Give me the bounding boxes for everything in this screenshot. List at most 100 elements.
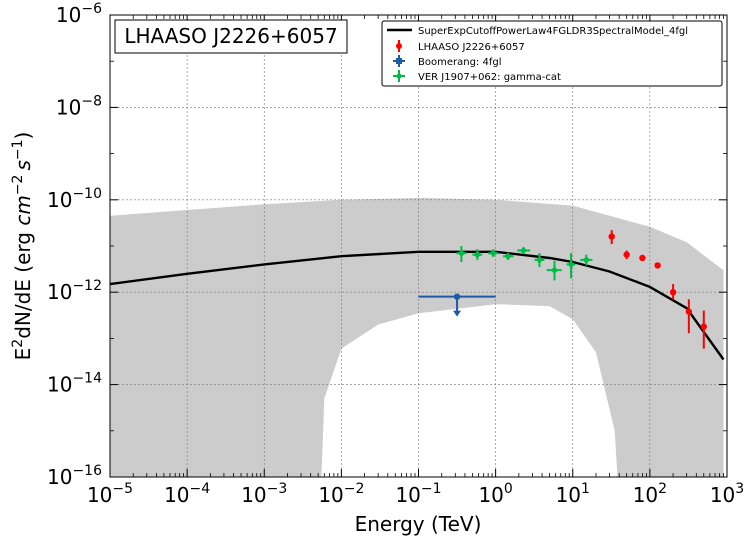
lhaaso-point [700, 310, 707, 349]
veritas-marker [535, 255, 543, 264]
legend-entry-model: SuperExpCutoffPowerLaw4FGLDR3SpectralMod… [387, 26, 688, 37]
veritas-marker [504, 252, 512, 261]
x-tick-label-exponent: 3 [735, 481, 744, 497]
x-tick-labels: 10−5 10−4 10−3 10−2 10−1 100 101 102 103 [87, 481, 744, 507]
x-tick-label: 10−4 [164, 481, 210, 507]
legend-entry-veritas: VER J1907+062: gamma-cat [393, 70, 561, 83]
lhaaso-marker [685, 308, 693, 315]
y-tick-label: 10−8 [56, 93, 102, 119]
x-tick-label-exponent: −2 [344, 481, 365, 497]
y-tick-label-exponent: −8 [81, 93, 102, 109]
y-tick-label-exponent: −16 [72, 463, 102, 479]
y-tick-label-base: 10 [47, 373, 72, 397]
y-tick-label-base: 10 [56, 3, 81, 27]
legend-label-lhaaso: LHAASO J2226+6057 [418, 42, 525, 53]
legend-swatch-lhaaso-marker [396, 43, 402, 49]
veritas-marker [567, 260, 575, 269]
title-box-frame [114, 19, 348, 54]
plot-area [109, 14, 728, 478]
chart-title: LHAASO J2226+6057 [124, 24, 337, 48]
y-axis-title-s: s [11, 160, 35, 170]
y-axis-title-s-sup: −1 [10, 139, 26, 160]
x-tick-label-base: 10 [241, 483, 266, 507]
lhaaso-marker [669, 289, 677, 296]
x-tick-label: 10−3 [241, 481, 287, 507]
veritas-point [472, 249, 483, 260]
legend-label-veritas: VER J1907+062: gamma-cat [418, 72, 561, 83]
x-tick-label-base: 10 [556, 483, 581, 507]
x-tick-label-exponent: 1 [581, 481, 590, 497]
title-box: LHAASO J2226+6057 [114, 19, 348, 54]
y-axis-title-mid: dN/dE (erg [11, 226, 35, 339]
x-tick-label: 100 [478, 481, 512, 507]
lhaaso-point [623, 250, 630, 260]
x-axis-title: Energy (TeV) [355, 512, 482, 536]
legend-label-model: SuperExpCutoffPowerLaw4FGLDR3SpectralMod… [418, 26, 688, 37]
y-tick-label-base: 10 [47, 280, 72, 304]
legend: SuperExpCutoffPowerLaw4FGLDR3SpectralMod… [381, 20, 723, 87]
x-tick-label-exponent: −4 [190, 481, 211, 497]
y-tick-label: 10−12 [47, 278, 102, 304]
y-axis-title-post: ) [11, 132, 35, 140]
veritas-marker [473, 250, 481, 259]
veritas-marker [551, 266, 559, 275]
x-tick-label: 10−1 [395, 481, 441, 507]
veritas-marker [582, 255, 590, 264]
veritas-marker [489, 249, 497, 258]
x-tick-label-exponent: −3 [267, 481, 288, 497]
legend-entry-boomerang: Boomerang: 4fgl [393, 55, 501, 68]
veritas-point [566, 253, 576, 279]
x-tick-label-base: 10 [395, 483, 420, 507]
x-tick-label-exponent: −1 [421, 481, 442, 497]
lhaaso-point [639, 254, 646, 262]
legend-swatch-boomerang-marker [396, 58, 402, 64]
legend-label-boomerang: Boomerang: 4fgl [418, 57, 501, 68]
y-tick-label: 10−14 [47, 371, 102, 397]
y-tick-label-base: 10 [47, 465, 72, 489]
y-axis-title-pre: E [11, 348, 35, 361]
lhaaso-marker [700, 323, 707, 330]
model-curve [109, 250, 725, 361]
boomerang-arrow-head [453, 310, 462, 317]
x-tick-label-base: 10 [87, 483, 112, 507]
veritas-point [503, 252, 514, 261]
lhaaso-point [669, 284, 677, 300]
veritas-point [456, 246, 467, 263]
x-tick-label: 10−2 [318, 481, 364, 507]
x-tick-label: 10−5 [87, 481, 133, 507]
lhaaso-marker [623, 251, 630, 258]
y-tick-label-exponent: −12 [72, 278, 102, 294]
x-tick-label: 103 [710, 481, 744, 507]
lhaaso-point [654, 262, 661, 269]
y-tick-label-exponent: −6 [81, 1, 102, 17]
grid-lines [110, 15, 727, 477]
legend-entry-lhaaso: LHAASO J2226+6057 [396, 40, 525, 53]
x-tick-label: 102 [633, 481, 667, 507]
y-tick-label-base: 10 [56, 95, 81, 119]
y-tick-label-exponent: −10 [72, 186, 102, 202]
lhaaso-point [608, 230, 615, 245]
lhaaso-marker [608, 233, 615, 240]
veritas-point [488, 249, 499, 258]
plot-frame [109, 14, 728, 478]
x-tick-label-base: 10 [710, 483, 735, 507]
x-tick-label-base: 10 [164, 483, 189, 507]
boomerang-marker [453, 293, 461, 300]
x-tick-label-exponent: 2 [658, 481, 667, 497]
x-tick-label: 101 [556, 481, 590, 507]
y-tick-label-base: 10 [47, 188, 72, 212]
y-axis-title-cm: cm [11, 195, 35, 225]
x-tick-label-exponent: −5 [112, 481, 133, 497]
boomerang-upper-limit [418, 293, 496, 317]
x-tick-label-exponent: 0 [504, 481, 513, 497]
veritas-point [534, 253, 545, 268]
y-tick-label-exponent: −14 [72, 371, 102, 387]
y-axis-title-pre-sup: 2 [10, 339, 26, 348]
y-axis-title: E2dN/dE (erg cm−2 s−1) [10, 132, 35, 361]
x-tick-label-base: 10 [633, 483, 658, 507]
x-tick-label-base: 10 [478, 483, 503, 507]
data-points [418, 230, 707, 349]
veritas-marker [520, 246, 528, 255]
x-tick-label-base: 10 [318, 483, 343, 507]
